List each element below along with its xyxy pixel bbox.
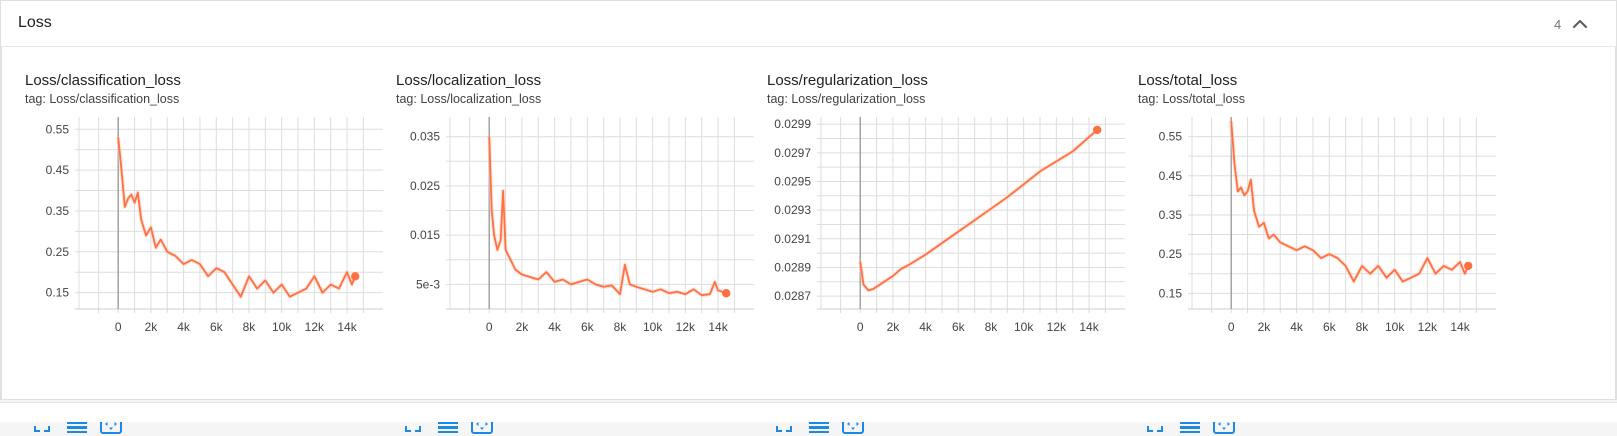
x-tick-label: 8k <box>985 320 999 334</box>
x-tick-label: 8k <box>1356 320 1370 334</box>
x-tick-label: 2k <box>145 320 159 334</box>
series-line <box>1230 120 1470 283</box>
card-title: Loss/localization_loss <box>396 72 542 89</box>
y-tick-label: 0.0299 <box>774 117 811 131</box>
last-point-marker <box>722 289 731 298</box>
panel-divider <box>1 47 2 399</box>
y-tick-label: 0.45 <box>46 163 70 177</box>
chart-card-localization-loss: Loss/localization_loss tag: Loss/localiz… <box>396 71 766 434</box>
series-raw-line <box>116 137 358 299</box>
x-tick-label: 14k <box>337 320 357 334</box>
y-tick-label: 0.15 <box>46 286 70 300</box>
x-tick-label: 12k <box>1418 320 1438 334</box>
line-chart[interactable]: 0 2k 4k 6k 8k 10k 12k 14k 5e-3 0.015 0.025 0.035 <box>396 71 766 371</box>
x-tick-label: 10k <box>272 320 292 334</box>
x-tick-label: 2k <box>1258 320 1272 334</box>
y-tick-label: 0.25 <box>1159 247 1183 261</box>
y-tick-label: 0.0293 <box>774 203 811 217</box>
card-tag: tag: Loss/regularization_loss <box>767 92 926 106</box>
panel-title: Loss <box>18 14 52 31</box>
y-tick-label: 0.25 <box>46 245 70 259</box>
series-line <box>117 137 357 298</box>
x-tick-label: 4k <box>919 320 933 334</box>
y-tick-label: 0.45 <box>1159 169 1183 183</box>
last-point-marker <box>1464 261 1473 271</box>
chart-card-total-loss: Loss/total_loss tag: Loss/total_loss 0 2k… <box>1138 71 1508 434</box>
card-tag: tag: Loss/total_loss <box>1138 92 1246 106</box>
x-tick-label: 12k <box>676 320 696 334</box>
y-tick-label: 0.025 <box>410 179 440 193</box>
card-tag: tag: Loss/classification_loss <box>25 92 180 106</box>
x-tick-label: 14k <box>1450 320 1470 334</box>
y-tick-label: 0.0289 <box>774 260 811 274</box>
x-tick-label: 10k <box>1385 320 1405 334</box>
y-tick-label: 0.015 <box>410 228 440 242</box>
card-title: Loss/total_loss <box>1138 72 1238 89</box>
panel-divider <box>1615 47 1616 399</box>
chart-card-classification-loss: Loss/classification_loss tag: Loss/class… <box>25 71 395 434</box>
chevron-up-icon[interactable] <box>1569 13 1591 35</box>
card-title: Loss/classification_loss <box>25 72 181 89</box>
x-tick-label: 12k <box>1047 320 1067 334</box>
y-tick-label: 5e-3 <box>416 277 440 291</box>
series-raw-line <box>1229 120 1471 284</box>
panel-header[interactable]: Loss 4 <box>1 1 1616 47</box>
panel-card-count: 4 <box>1554 17 1562 32</box>
series-line <box>859 129 1098 292</box>
x-tick-label: 12k <box>305 320 325 334</box>
x-tick-label: 2k <box>887 320 901 334</box>
x-tick-label: 0 <box>857 320 864 334</box>
x-tick-label: 6k <box>1323 320 1337 334</box>
line-chart[interactable]: 0 2k 4k 6k 8k 10k 12k 14k 0.15 0.25 0.35 0.45 0.55 <box>1138 71 1508 371</box>
chart-card-regularization-loss: Loss/regularization_loss tag: Loss/regul… <box>767 71 1137 434</box>
x-tick-label: 10k <box>643 320 663 334</box>
x-tick-label: 4k <box>548 320 562 334</box>
line-chart[interactable]: 0 2k 4k 6k 8k 10k 12k 14k 0.15 0.25 0.35 0.45 0.55 <box>25 71 395 371</box>
x-tick-label: 0 <box>1228 320 1235 334</box>
y-tick-label: 0.0295 <box>774 174 811 188</box>
x-tick-label: 8k <box>614 320 628 334</box>
y-tick-label: 0.15 <box>1159 286 1183 300</box>
x-tick-label: 2k <box>516 320 530 334</box>
y-tick-label: 0.55 <box>1159 130 1183 144</box>
last-point-marker <box>1093 125 1102 135</box>
y-tick-label: 0.0297 <box>774 146 811 160</box>
x-tick-label: 6k <box>952 320 966 334</box>
card-title: Loss/regularization_loss <box>767 72 928 89</box>
x-tick-label: 10k <box>1014 320 1034 334</box>
y-tick-label: 0.0291 <box>774 232 811 246</box>
x-tick-label: 0 <box>486 320 493 334</box>
y-tick-label: 0.035 <box>410 130 440 144</box>
y-tick-label: 0.0287 <box>774 289 811 303</box>
x-tick-label: 4k <box>177 320 191 334</box>
x-tick-label: 0 <box>115 320 122 334</box>
x-tick-label: 14k <box>708 320 728 334</box>
line-chart[interactable]: 0 2k 4k 6k 8k 10k 12k 14k 0.0287 0.0289 0.0291 0.02… <box>767 71 1137 371</box>
y-tick-label: 0.55 <box>46 122 70 136</box>
x-tick-label: 6k <box>210 320 224 334</box>
card-tag: tag: Loss/localization_loss <box>396 92 542 106</box>
y-tick-label: 0.35 <box>1159 208 1183 222</box>
next-panel-edge <box>0 402 1617 422</box>
x-tick-label: 4k <box>1290 320 1304 334</box>
y-tick-label: 0.35 <box>46 204 70 218</box>
series-line <box>488 136 727 297</box>
series-raw-line <box>487 136 727 298</box>
x-tick-label: 6k <box>581 320 595 334</box>
x-tick-label: 8k <box>243 320 257 334</box>
last-point-marker <box>351 272 360 281</box>
x-tick-label: 14k <box>1079 320 1099 334</box>
